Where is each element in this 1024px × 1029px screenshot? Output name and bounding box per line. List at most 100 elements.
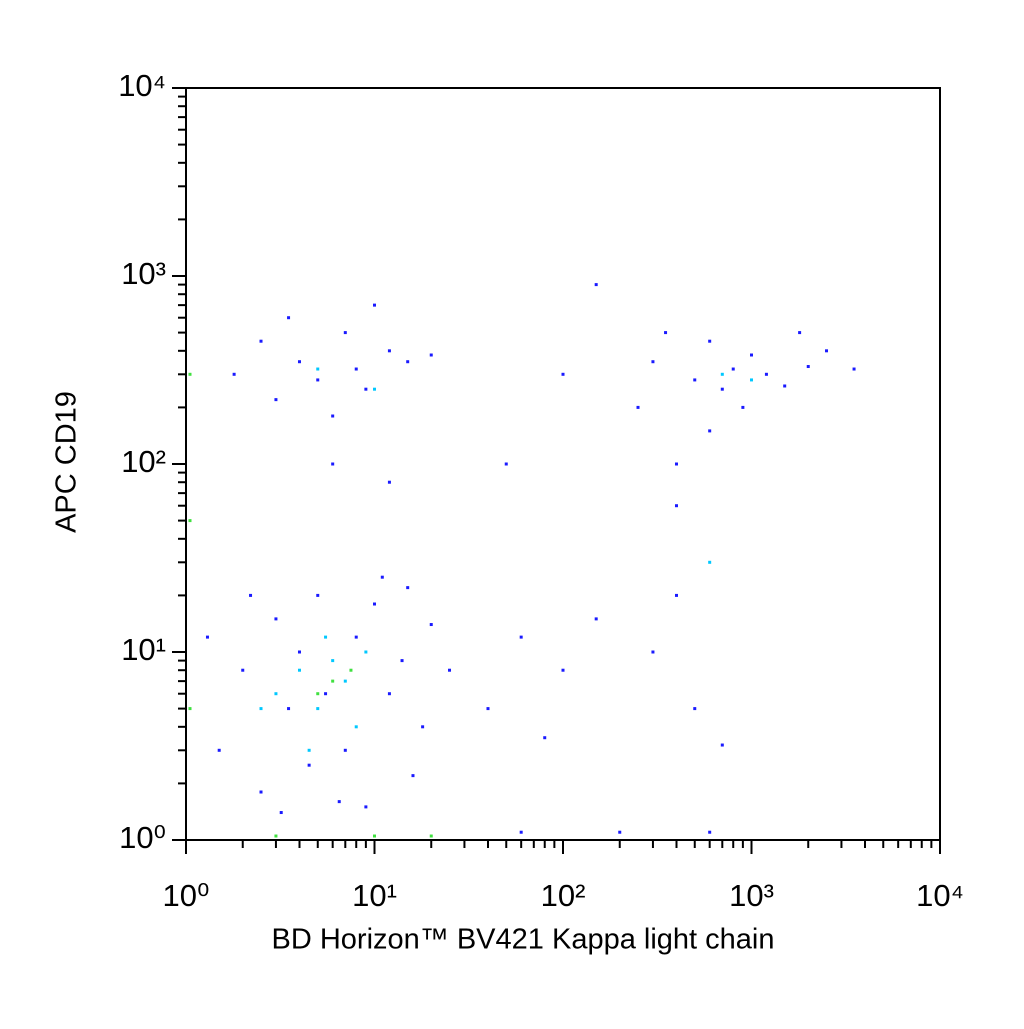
dot (636, 405, 640, 409)
dot (380, 575, 384, 579)
dot (274, 834, 278, 838)
dot (798, 331, 802, 335)
dot (448, 668, 452, 672)
dot (411, 774, 415, 778)
dot (331, 659, 335, 663)
dot (651, 650, 655, 654)
x-tick-label: 10³ (729, 878, 774, 913)
dot (429, 834, 433, 838)
dot (406, 360, 410, 364)
y-axis-label: APC CD19 (51, 391, 83, 533)
dot (594, 617, 598, 621)
dot (708, 560, 712, 564)
dot (504, 462, 508, 466)
dot (364, 805, 368, 809)
dot (331, 414, 335, 418)
dot (205, 635, 209, 639)
dot (519, 635, 523, 639)
dot (664, 331, 668, 335)
x-tick-label: 10¹ (352, 878, 397, 913)
dot (316, 707, 320, 711)
dot (232, 372, 236, 376)
dot (651, 360, 655, 364)
dot (720, 372, 724, 376)
dot (618, 830, 622, 834)
y-tick-label: 10⁴ (118, 68, 166, 103)
dot (720, 743, 724, 747)
dot (406, 586, 410, 590)
dot (561, 372, 565, 376)
x-axis-label: BD Horizon™ BV421 Kappa light chain (272, 924, 775, 956)
dot (387, 349, 391, 353)
dot (373, 602, 376, 606)
dot (364, 650, 368, 654)
dot (486, 707, 490, 711)
dot (852, 367, 856, 371)
dot (188, 707, 192, 711)
dot (708, 339, 712, 343)
x-tick-label: 10⁰ (163, 878, 210, 913)
dot (259, 707, 263, 711)
dot (387, 480, 391, 484)
dot (274, 398, 278, 402)
dot (421, 725, 425, 729)
dot (693, 707, 697, 711)
dot (731, 367, 735, 371)
dot (337, 800, 341, 804)
dot (720, 387, 724, 391)
dot (316, 593, 320, 597)
dot (750, 353, 753, 357)
dot (188, 519, 192, 523)
dot (307, 748, 311, 752)
dot (316, 367, 320, 371)
dot (287, 707, 291, 711)
dot (387, 692, 391, 696)
dot (343, 748, 347, 752)
dot (674, 593, 678, 597)
dot (188, 372, 192, 376)
y-tick-label: 10¹ (121, 632, 166, 667)
dot (324, 635, 328, 639)
plot-frame (185, 87, 941, 841)
dot (354, 725, 358, 729)
dot (297, 668, 301, 672)
x-tick-label: 10⁴ (916, 878, 964, 913)
dot (764, 372, 768, 376)
dot (316, 692, 320, 696)
dot (519, 830, 523, 834)
dot (373, 834, 376, 838)
dot (279, 811, 283, 815)
dot (274, 617, 278, 621)
dot (364, 387, 368, 391)
dot (241, 668, 245, 672)
dot (343, 679, 347, 683)
dot (400, 659, 404, 663)
dot (674, 504, 678, 508)
dot (373, 387, 376, 391)
dot (274, 692, 278, 696)
dot (297, 360, 301, 364)
dot (287, 316, 291, 320)
dot (331, 462, 335, 466)
dot (741, 405, 745, 409)
dot (561, 668, 565, 672)
dot (354, 635, 358, 639)
y-tick-label: 10³ (121, 256, 166, 291)
dot (429, 353, 433, 357)
x-tick-label: 10² (541, 878, 586, 913)
dot (708, 429, 712, 433)
dot (783, 384, 787, 388)
dot (429, 623, 433, 627)
dot (316, 378, 320, 382)
dot (307, 763, 311, 767)
dot (543, 736, 547, 740)
dot (373, 303, 376, 307)
dot (349, 668, 353, 672)
dot (343, 331, 347, 335)
dot (825, 349, 829, 353)
dot (693, 378, 697, 382)
dot (324, 692, 328, 696)
dot (674, 462, 678, 466)
dot (217, 748, 221, 752)
y-tick-label: 10² (121, 444, 166, 479)
